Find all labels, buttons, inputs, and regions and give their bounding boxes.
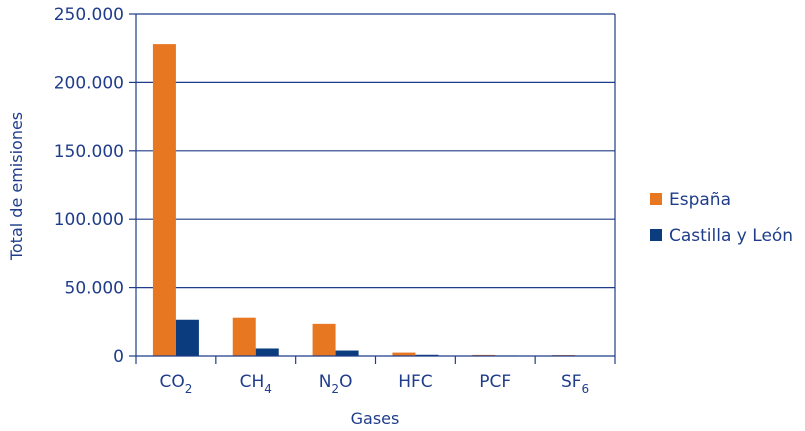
bar-castilla-y-leon [415, 354, 439, 356]
bar-espana [152, 44, 176, 356]
y-tick-label: 50.000 [65, 279, 124, 299]
grid-lines [136, 13, 615, 289]
bar-espana [232, 317, 256, 356]
x-tick-label: CH4 [240, 372, 272, 396]
bar-castilla-y-leon [335, 350, 359, 356]
bar-espana [392, 352, 416, 356]
x-tick-label: SF6 [561, 372, 589, 396]
y-tick-label: 0 [113, 347, 124, 367]
x-tick-label: PCF [479, 372, 511, 392]
bars-group [152, 44, 599, 356]
legend-swatch-espana [650, 193, 662, 205]
y-tick-label: 100.000 [54, 210, 124, 230]
y-tick-label: 150.000 [54, 142, 124, 162]
legend: España Castilla y León [650, 190, 793, 246]
x-tick-label: HFC [398, 372, 432, 392]
y-tick-labels: 0 50.000 100.000 150.000 200.000 250.000 [54, 5, 124, 367]
y-tick-label: 200.000 [54, 73, 124, 93]
legend-label-espana: España [669, 190, 731, 210]
x-tick-label: N2O [319, 372, 353, 396]
x-tick-labels: CO2 CH4 N2O HFC PCF SF6 [159, 372, 589, 396]
bar-espana [312, 323, 336, 356]
y-tick-label: 250.000 [54, 5, 124, 25]
bar-castilla-y-leon [175, 319, 199, 356]
axes [129, 13, 616, 364]
legend-swatch-castilla-y-leon [650, 229, 662, 241]
y-axis-title: Total de emisiones [7, 112, 26, 261]
x-axis-title: Gases [351, 409, 400, 428]
legend-label-castilla-y-leon: Castilla y León [669, 226, 793, 246]
x-tick-label: CO2 [159, 372, 192, 396]
bar-castilla-y-leon [255, 348, 279, 356]
